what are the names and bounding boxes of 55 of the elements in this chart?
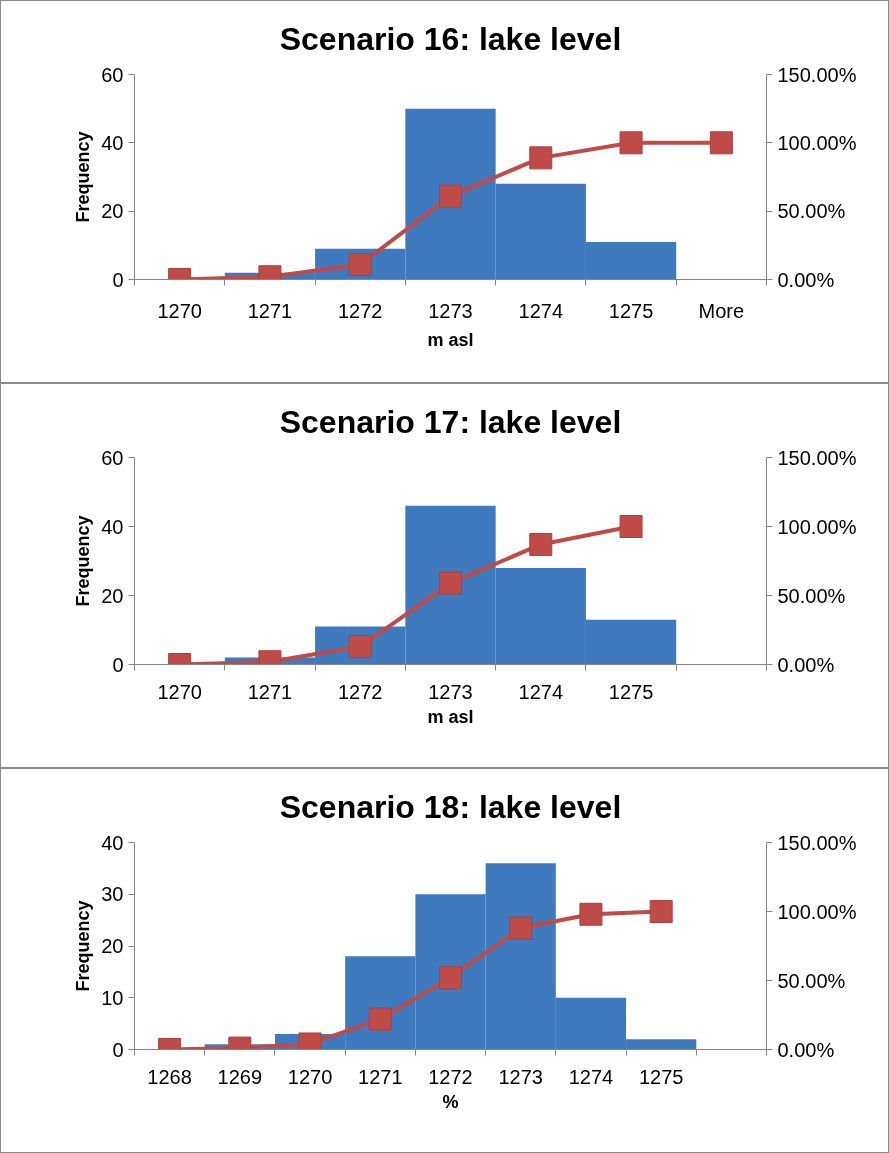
y2-tick-label: 0.00% <box>777 653 835 676</box>
x-tick-label: 1270 <box>157 299 202 322</box>
y-axis-title: Frequency <box>73 900 94 992</box>
x-tick-label: 1275 <box>638 1065 684 1088</box>
x-tick-label: 1275 <box>608 680 654 703</box>
y-axis-title: Frequency <box>73 515 94 607</box>
x-axis-title: % <box>442 1091 459 1112</box>
x-tick-label: 1272 <box>337 680 383 703</box>
x-tick-label: 1274 <box>518 299 564 322</box>
x-tick-label: 1271 <box>358 1065 403 1088</box>
x-tick-label: 1274 <box>518 680 564 703</box>
y-tick-label: 20 <box>101 935 124 957</box>
x-axis-title: m asl <box>427 329 474 350</box>
y-tick-label: 0 <box>112 1038 124 1061</box>
x-axis-title: m asl <box>427 706 474 727</box>
chart-title: Scenario 16: lake level <box>279 21 622 57</box>
y2-tick-label: 50.00% <box>777 969 846 992</box>
y2-tick-label: 0.00% <box>777 1038 835 1061</box>
x-tick-label: 1272 <box>337 299 383 322</box>
chart-title: Scenario 18: lake level <box>279 789 622 825</box>
x-tick-label: 1274 <box>568 1065 614 1088</box>
y-tick-label: 20 <box>101 584 124 607</box>
y-tick-label: 30 <box>101 883 124 906</box>
x-tick-label: 1269 <box>217 1065 263 1088</box>
y2-tick-label: 150.00% <box>777 446 857 469</box>
y-axis-title: Frequency <box>73 131 94 223</box>
x-tick-label: 1275 <box>608 299 654 322</box>
y2-tick-label: 100.00% <box>777 131 857 154</box>
y-tick-label: 40 <box>101 131 124 154</box>
y2-tick-label: 100.00% <box>777 515 857 538</box>
y2-tick-label: 150.00% <box>777 63 857 86</box>
x-tick-label: 1273 <box>498 1065 543 1088</box>
x-tick-label: 1268 <box>147 1065 192 1088</box>
y2-tick-label: 150.00% <box>777 831 857 854</box>
x-tick-label: 1270 <box>287 1065 333 1088</box>
y-tick-label: 60 <box>101 63 124 86</box>
y-tick-label: 40 <box>101 515 124 538</box>
x-tick-label: 1271 <box>247 680 293 703</box>
x-tick-label: More <box>698 299 745 322</box>
x-tick-label: 1273 <box>428 680 473 703</box>
x-tick-label: 1272 <box>428 1065 473 1088</box>
x-tick-label: 1273 <box>428 299 473 322</box>
y2-tick-label: 50.00% <box>777 200 846 223</box>
y-tick-label: 10 <box>101 986 124 1009</box>
y2-tick-label: 100.00% <box>777 900 857 923</box>
y2-tick-label: 50.00% <box>777 584 846 607</box>
x-tick-label: 1271 <box>247 299 293 322</box>
y-tick-label: 20 <box>101 200 124 223</box>
y-tick-label: 60 <box>101 446 124 469</box>
y-tick-label: 0 <box>112 653 124 676</box>
y-tick-label: 40 <box>101 831 124 854</box>
x-tick-label: 1270 <box>157 680 202 703</box>
y-tick-label: 0 <box>112 268 124 291</box>
chart-title: Scenario 17: lake level <box>279 404 622 440</box>
y2-tick-label: 0.00% <box>777 268 835 291</box>
